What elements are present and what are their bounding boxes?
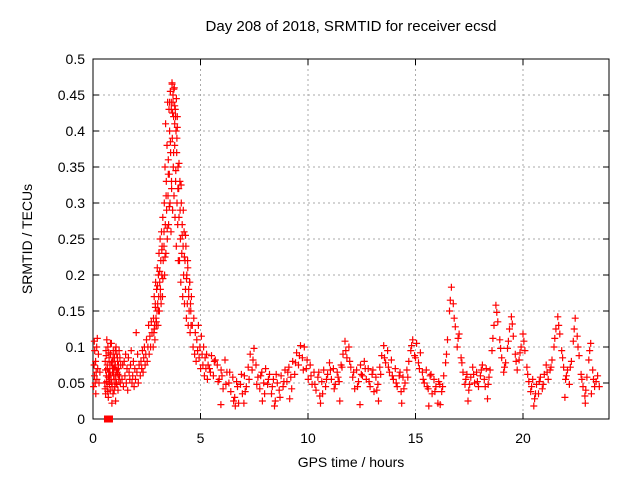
x-tick-label: 0 [89,430,97,446]
y-tick-label: 0.2 [66,267,86,283]
y-tick-label: 0.1 [66,339,86,355]
x-tick-label: 5 [197,430,205,446]
y-tick-label: 0.4 [66,123,86,139]
y-tick-label: 0.05 [58,375,85,391]
chart-title: Day 208 of 2018, SRMTID for receiver ecs… [206,18,497,35]
y-tick-label: 0.15 [58,303,85,319]
scatter-points [90,79,603,410]
x-axis-label: GPS time / hours [298,454,405,470]
y-tick-label: 0.35 [58,159,85,175]
y-tick-label: 0.5 [66,51,86,67]
y-tick-label: 0.25 [58,231,85,247]
y-tick-label: 0.45 [58,87,85,103]
y-axis-label: SRMTID / TECUs [19,184,35,294]
y-tick-label: 0 [77,411,85,427]
plot-area: 0 5 10 15 20 0 0.05 0.1 0.15 0.2 0.25 0.3 0.35 0.4 0.4… [58,51,610,446]
x-tick-label: 15 [408,430,424,446]
x-tick-label: 10 [300,430,316,446]
y-tick-label: 0.3 [66,195,86,211]
zero-flag-marker [103,415,113,423]
x-tick-label: 20 [515,430,531,446]
